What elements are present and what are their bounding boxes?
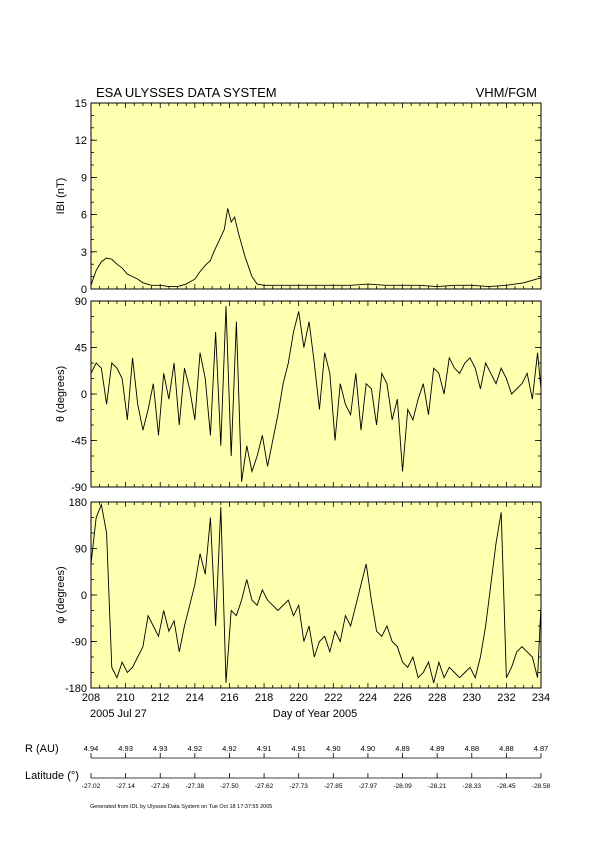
ephemeris-value: -28.09 [393,783,412,790]
ephemeris-value: 4.89 [430,744,445,753]
x-tick-label: 230 [463,692,481,704]
x-tick-label: 232 [497,692,515,704]
ephemeris-value: 4.87 [534,744,549,753]
ephemeris-value: 4.91 [257,744,272,753]
generated-footer: Generated from IDL by Ulysses Data Syste… [90,804,272,810]
ephemeris-value: -27.26 [151,783,170,790]
ephemeris-value: -28.58 [532,783,551,790]
ephemeris-value: -27.85 [324,783,343,790]
ephemeris-row-r-au: R (AU) 4.94 4.93 4.93 4.92 4.92 4.91 4.91 4.90 4.… [25,743,549,759]
y-axis-label: φ (degrees) [55,566,67,623]
x-tick-label: 210 [116,692,134,704]
y-tick-label: -45 [71,436,87,448]
panel-2: -90 -45 0 45 90 θ (degrees) [55,296,542,494]
y-tick-label: 0 [81,389,87,401]
series-line [91,306,541,482]
x-tick-label: 228 [428,692,446,704]
x-tick-label: 212 [151,692,169,704]
x-tick-label: 234 [532,692,550,704]
y-tick-label: 12 [75,135,87,147]
y-tick-label: 90 [75,296,87,308]
ephemeris-value: -28.33 [463,783,482,790]
x-tick-label: 224 [359,692,377,704]
ephemeris-value: -27.73 [289,783,308,790]
ephemeris-table: R (AU) 4.94 4.93 4.93 4.92 4.92 4.91 4.91 4.90 4.… [25,743,551,790]
y-axis-label: IBI (nT) [55,178,67,215]
header-instrument: VHM/FGM [476,85,537,100]
y-tick-label: 180 [69,497,87,509]
ephemeris-row-label: R (AU) [25,743,59,755]
ephemeris-row-label: Latitude (°) [25,770,79,782]
y-tick-label: 15 [75,98,87,110]
y-axis-label: θ (degrees) [55,366,67,422]
panel-frame [90,102,542,290]
ephemeris-value: -27.62 [255,783,274,790]
y-tick-label: 90 [75,544,87,556]
x-axis-title: Day of Year 2005 [273,708,357,720]
y-tick-label: 0 [81,590,87,602]
ephemeris-value: 4.93 [153,744,168,753]
x-tick-label: 218 [255,692,273,704]
series-line [91,208,541,287]
header-title: ESA ULYSSES DATA SYSTEM [96,85,277,100]
ephemeris-value: 4.88 [499,744,514,753]
y-tick-label: 3 [81,247,87,259]
y-tick-label: -90 [71,637,87,649]
ephemeris-value: -28.21 [428,783,447,790]
y-tick-label: 6 [81,210,87,222]
ephemeris-row-latitude: Latitude (°)-27.02 -27.14 -27.26 -27.38 -27.… [25,770,551,790]
ephemeris-value: 4.92 [188,744,203,753]
ephemeris-value: -27.38 [186,783,205,790]
panels: 0 3 6 9 12 15 IBI (nT) -90 -45 0 45 90 θ (degrees) -1… [55,98,550,704]
x-tick-label: 220 [290,692,308,704]
y-tick-label: -180 [65,683,87,695]
ephemeris-value: -27.14 [116,783,135,790]
y-tick-label: 45 [75,343,87,355]
ephemeris-value: 4.90 [361,744,376,753]
x-tick-label: 214 [186,692,204,704]
ephemeris-value: -27.97 [359,783,378,790]
panel-frame [90,300,542,488]
ephemeris-value: 4.89 [395,744,410,753]
panel-frame [90,501,542,689]
series-line [91,502,541,683]
y-tick-label: -90 [71,482,87,494]
y-tick-label: 0 [81,284,87,296]
ephemeris-value: 4.91 [291,744,306,753]
panel-3: -180 -90 0 90 180 φ (degrees) [55,497,542,695]
ephemeris-value: 4.88 [464,744,479,753]
ephemeris-value: 4.92 [222,744,237,753]
y-tick-label: 9 [81,172,87,184]
ephemeris-value: -27.50 [220,783,239,790]
ephemeris-value: 4.93 [118,744,133,753]
ephemeris-value: -28.45 [497,783,516,790]
ephemeris-value: -27.02 [82,783,101,790]
panel-1: 0 3 6 9 12 15 IBI (nT) [55,98,542,296]
x-date-label: 2005 Jul 27 [90,708,147,720]
ephemeris-value: 4.94 [84,744,99,753]
x-tick-label: 208 [82,692,100,704]
x-tick-label: 226 [393,692,411,704]
ephemeris-value: 4.90 [326,744,341,753]
x-tick-label: 216 [220,692,238,704]
x-tick-label: 222 [324,692,342,704]
